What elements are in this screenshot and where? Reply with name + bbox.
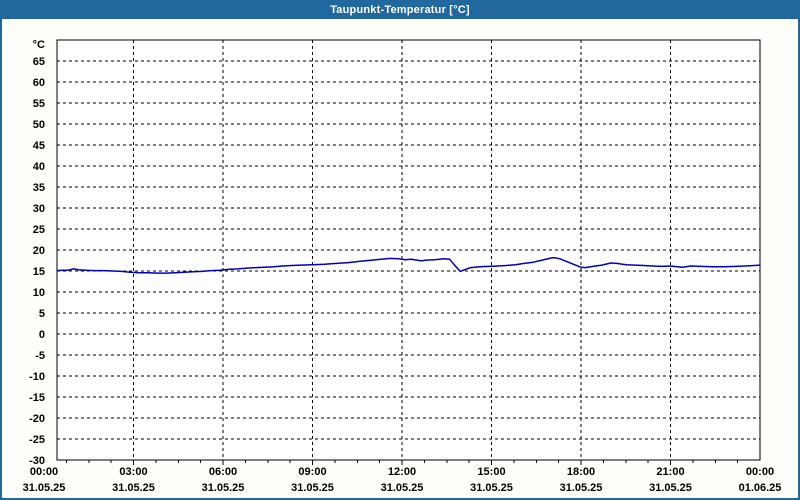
x-tick-time-label: 03:00 [119,466,147,478]
x-tick-time-label: 00:00 [746,466,774,478]
x-tick-time-label: 06:00 [209,466,237,478]
y-tick-label: 45 [33,140,45,152]
x-tick-date-label: 31.05.25 [470,482,513,494]
x-tick-date-label: 01.06.25 [739,482,782,494]
y-tick-label: 30 [33,203,45,215]
y-tick-label: 0 [39,329,45,341]
x-tick-time-label: 21:00 [656,466,684,478]
y-tick-label: -5 [35,350,45,362]
x-tick-date-label: 31.05.25 [202,482,245,494]
x-tick-date-label: 31.05.25 [112,482,155,494]
y-tick-label: 15 [33,266,45,278]
x-tick-time-label: 12:00 [388,466,416,478]
y-tick-label: 55 [33,98,45,110]
plot-border [56,39,761,461]
title-bar[interactable]: Taupunkt-Temperatur [°C] [0,0,800,19]
y-tick-label: -15 [29,392,45,404]
x-tick-date-label: 31.05.25 [649,482,692,494]
y-tick-label: 65 [33,56,45,68]
x-tick-time-label: 15:00 [477,466,505,478]
y-tick-label: 40 [33,161,45,173]
x-tick-date-label: 31.05.25 [291,482,334,494]
y-tick-label: -20 [29,413,45,425]
plot-area [57,40,760,460]
x-tick-date-label: 31.05.25 [381,482,424,494]
y-axis-unit-label: °C [33,39,45,51]
y-tick-label: 35 [33,182,45,194]
x-tick-time-label: 18:00 [567,466,595,478]
y-tick-label: -10 [29,371,45,383]
window-title: Taupunkt-Temperatur [°C] [330,3,470,16]
x-tick-time-label: 00:00 [30,466,58,478]
x-tick-date-label: 31.05.25 [23,482,66,494]
chart-canvas: °C65605550454035302520151050-5-10-15-20-… [23,39,782,494]
y-tick-label: 60 [33,77,45,89]
y-tick-label: 10 [33,287,45,299]
y-tick-label: 50 [33,119,45,131]
x-tick-date-label: 31.05.25 [560,482,603,494]
y-tick-label: 25 [33,224,45,236]
y-tick-label: 5 [39,308,45,320]
y-tick-label: -30 [29,455,45,467]
y-tick-label: 20 [33,245,45,257]
data-line [56,256,761,274]
x-tick-time-label: 09:00 [298,466,326,478]
y-tick-label: -25 [29,434,45,446]
